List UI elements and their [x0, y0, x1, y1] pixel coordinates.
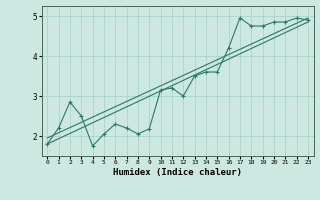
X-axis label: Humidex (Indice chaleur): Humidex (Indice chaleur) — [113, 168, 242, 177]
